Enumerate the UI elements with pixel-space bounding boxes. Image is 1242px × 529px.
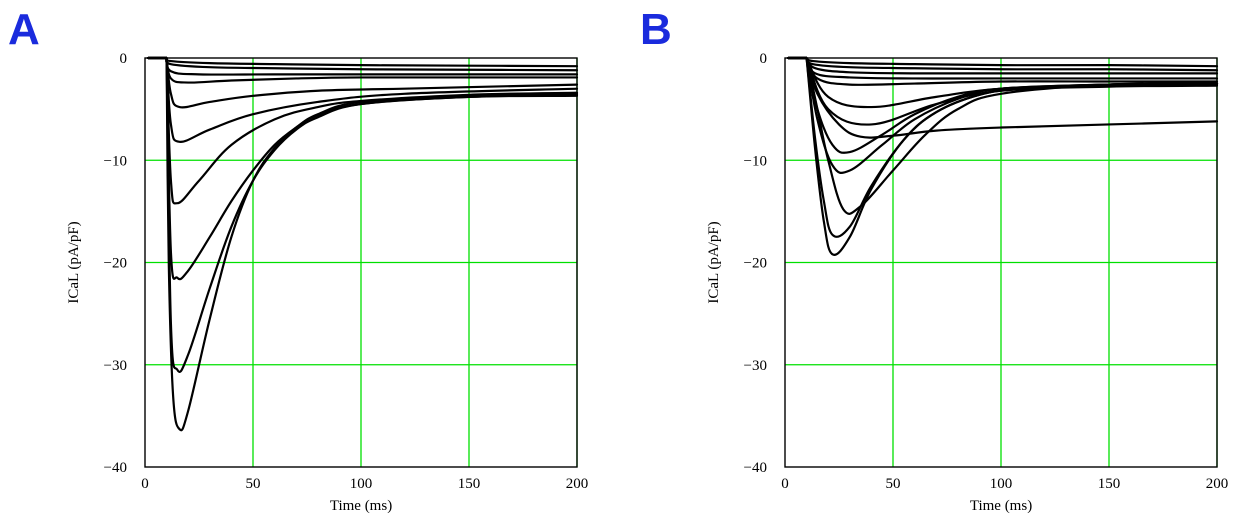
chart-panel-b: B 0 50 100 150 200 0 −10 −20 −30 −40 Time (ms) ICaL …: [640, 5, 1228, 514]
x-tick-label: 50: [886, 476, 901, 492]
y-tick-label: −20: [104, 256, 127, 272]
y-tick-label: −10: [104, 153, 127, 169]
x-tick-label: 200: [1206, 476, 1229, 492]
series-line-4: [805, 56, 1219, 80]
series-line-5: [805, 56, 1219, 86]
y-tick-label: 0: [760, 51, 768, 67]
x-tick-label: 100: [990, 476, 1013, 492]
series-group: [787, 56, 1219, 256]
y-tick-label: 0: [120, 51, 128, 67]
y-tick-label: −30: [104, 358, 127, 374]
x-tick-label: 0: [781, 476, 789, 492]
series-line-2: [805, 56, 1219, 72]
series-line-5: [165, 56, 579, 109]
y-tick-label: −30: [744, 358, 767, 374]
y-axis-label: ICaL (pA/pF): [66, 221, 82, 303]
series-line-1: [805, 56, 1219, 68]
series-line-2: [165, 56, 579, 72]
series-line-1: [165, 56, 579, 68]
y-axis-label: ICaL (pA/pF): [706, 221, 722, 303]
panel-label: B: [640, 5, 672, 54]
x-axis-label: Time (ms): [330, 498, 392, 514]
x-tick-label: 150: [458, 476, 481, 492]
series-line-8: [805, 56, 1219, 139]
x-tick-label: 200: [566, 476, 589, 492]
series-line-10: [165, 56, 579, 432]
plot-frame: [144, 57, 578, 468]
series-line-13: [805, 56, 1219, 256]
y-tick-label: −10: [744, 153, 767, 169]
series-line-3: [805, 56, 1219, 75]
y-tick-label: −40: [744, 460, 767, 476]
series-line-8: [165, 56, 579, 281]
x-tick-label: 100: [350, 476, 373, 492]
series-line-3: [165, 56, 579, 76]
plot-frame: [784, 57, 1218, 468]
y-tick-label: −20: [744, 256, 767, 272]
x-tick-label: 0: [141, 476, 149, 492]
x-tick-label: 150: [1098, 476, 1121, 492]
x-tick-label: 50: [246, 476, 261, 492]
chart-panel-a: A 0 50 100 150 200 0 −10 −20 −30 −40 Time (ms) ICaL …: [8, 5, 588, 514]
y-tick-label: −40: [104, 460, 127, 476]
series-group: [147, 56, 579, 432]
series-line-10: [805, 56, 1219, 175]
series-line-4: [165, 56, 579, 84]
x-axis-label: Time (ms): [970, 498, 1032, 514]
series-line-6: [165, 56, 579, 143]
series-line-9: [165, 56, 579, 373]
panel-label: A: [8, 5, 40, 54]
